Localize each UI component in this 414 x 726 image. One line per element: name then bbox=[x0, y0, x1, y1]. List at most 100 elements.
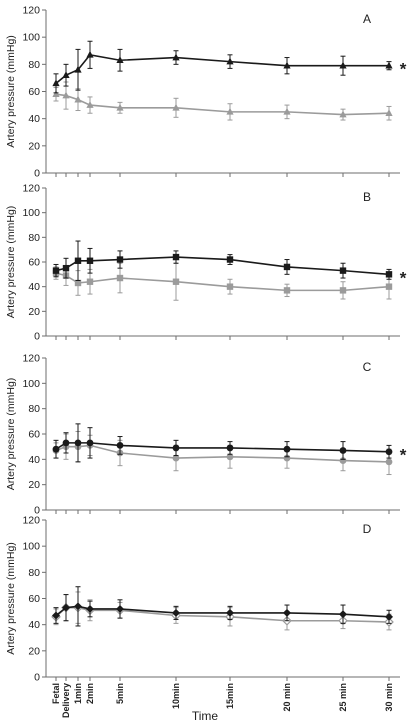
data-point bbox=[385, 61, 393, 69]
y-tick-label: 120 bbox=[22, 183, 40, 195]
data-point bbox=[385, 458, 393, 466]
chart-panel-d: 0 20 40 60 80 100 120 Artery pressure (mmHg) D bbox=[5, 515, 400, 684]
series-dark bbox=[52, 423, 393, 463]
data-point bbox=[86, 604, 94, 613]
y-tick-label: 40 bbox=[28, 281, 40, 293]
panel-label: B bbox=[363, 190, 371, 204]
x-tick-label: Delivery bbox=[61, 683, 71, 718]
chart-panel-a: 0 20 40 60 80 100 120 Artery pressure (mmHg) A * bbox=[5, 5, 407, 180]
panel-label: C bbox=[363, 360, 372, 374]
y-tick-label: 0 bbox=[34, 331, 40, 343]
data-point bbox=[62, 71, 70, 78]
y-tick-label: 40 bbox=[28, 454, 40, 466]
data-point bbox=[226, 453, 234, 461]
series-line bbox=[55, 272, 390, 292]
data-point bbox=[86, 257, 94, 264]
data-point bbox=[172, 253, 180, 261]
data-point bbox=[172, 608, 180, 617]
y-tick-label: 60 bbox=[28, 257, 40, 269]
x-tick-label: 20 min bbox=[282, 683, 292, 712]
y-tick-label: 120 bbox=[22, 515, 40, 527]
data-point bbox=[226, 283, 234, 290]
x-tick-label: 1min bbox=[73, 683, 83, 704]
data-point bbox=[226, 256, 234, 263]
series-line bbox=[55, 442, 390, 453]
data-point bbox=[283, 107, 291, 115]
y-tick-label: 80 bbox=[28, 59, 40, 71]
data-point bbox=[86, 100, 94, 108]
data-point bbox=[62, 439, 70, 447]
data-point bbox=[74, 439, 82, 447]
y-tick-label: 20 bbox=[28, 479, 40, 491]
series-line bbox=[55, 93, 390, 116]
series-light bbox=[52, 81, 393, 121]
chart-panel-b: 0 20 40 60 80 100 120 Artery pressure (mmHg) B * bbox=[5, 183, 407, 343]
y-tick-label: 60 bbox=[28, 593, 40, 605]
y-tick-label: 120 bbox=[22, 353, 40, 365]
y-axis-title: Artery pressure (mmHg) bbox=[5, 542, 17, 655]
data-point bbox=[226, 57, 234, 65]
series-light bbox=[51, 591, 394, 631]
data-point bbox=[116, 274, 124, 282]
data-point bbox=[283, 287, 291, 294]
data-point bbox=[283, 61, 291, 69]
y-tick-label: 40 bbox=[28, 113, 40, 125]
data-point bbox=[62, 91, 70, 99]
series-dark bbox=[52, 40, 393, 94]
y-tick-label: 80 bbox=[28, 403, 40, 415]
panel-label: A bbox=[363, 12, 371, 26]
significance-marker: * bbox=[400, 268, 407, 287]
x-tick-label: 15min bbox=[225, 683, 235, 709]
data-point bbox=[283, 263, 291, 271]
y-axis-title: Artery pressure (mmHg) bbox=[5, 206, 17, 319]
series-line bbox=[55, 256, 390, 276]
data-point bbox=[339, 287, 347, 294]
data-point bbox=[116, 604, 124, 613]
data-point bbox=[52, 79, 60, 87]
data-point bbox=[172, 103, 180, 111]
x-axis-title: Time bbox=[192, 709, 219, 723]
y-tick-label: 0 bbox=[34, 672, 40, 684]
y-tick-label: 0 bbox=[34, 505, 40, 517]
data-point bbox=[283, 445, 291, 453]
data-point bbox=[385, 109, 393, 117]
x-tick-label: 10min bbox=[171, 683, 181, 709]
data-point bbox=[172, 454, 180, 462]
y-tick-label: 100 bbox=[22, 378, 40, 390]
data-point bbox=[86, 50, 94, 58]
data-point bbox=[74, 257, 82, 264]
y-tick-label: 20 bbox=[28, 645, 40, 657]
data-point bbox=[226, 608, 234, 617]
y-tick-label: 20 bbox=[28, 306, 40, 318]
data-point bbox=[283, 608, 291, 617]
data-point bbox=[226, 444, 234, 452]
data-point bbox=[172, 278, 180, 285]
x-tick-label: 5min bbox=[115, 683, 125, 704]
y-tick-label: 80 bbox=[28, 232, 40, 244]
y-tick-label: 0 bbox=[34, 168, 40, 180]
series-line bbox=[55, 444, 390, 463]
data-point bbox=[74, 65, 82, 73]
data-point bbox=[339, 110, 347, 118]
y-tick-label: 20 bbox=[28, 140, 40, 152]
series-dark bbox=[52, 586, 393, 627]
data-point bbox=[172, 444, 180, 452]
y-tick-label: 60 bbox=[28, 86, 40, 98]
significance-marker: * bbox=[400, 60, 407, 79]
x-tick-label: 30 min bbox=[384, 683, 394, 712]
data-point bbox=[339, 447, 347, 454]
data-point bbox=[52, 267, 60, 274]
panel-label: D bbox=[363, 522, 372, 536]
series-line bbox=[55, 53, 389, 84]
data-point bbox=[86, 278, 94, 285]
data-point bbox=[52, 611, 60, 620]
y-axis-title: Artery pressure (mmHg) bbox=[5, 35, 17, 148]
data-point bbox=[385, 612, 393, 621]
data-point bbox=[62, 603, 70, 612]
x-tick-label: 25 min bbox=[338, 683, 348, 712]
significance-marker: * bbox=[400, 446, 407, 465]
data-point bbox=[226, 107, 234, 115]
y-tick-label: 120 bbox=[22, 5, 40, 17]
y-tick-label: 80 bbox=[28, 567, 40, 579]
